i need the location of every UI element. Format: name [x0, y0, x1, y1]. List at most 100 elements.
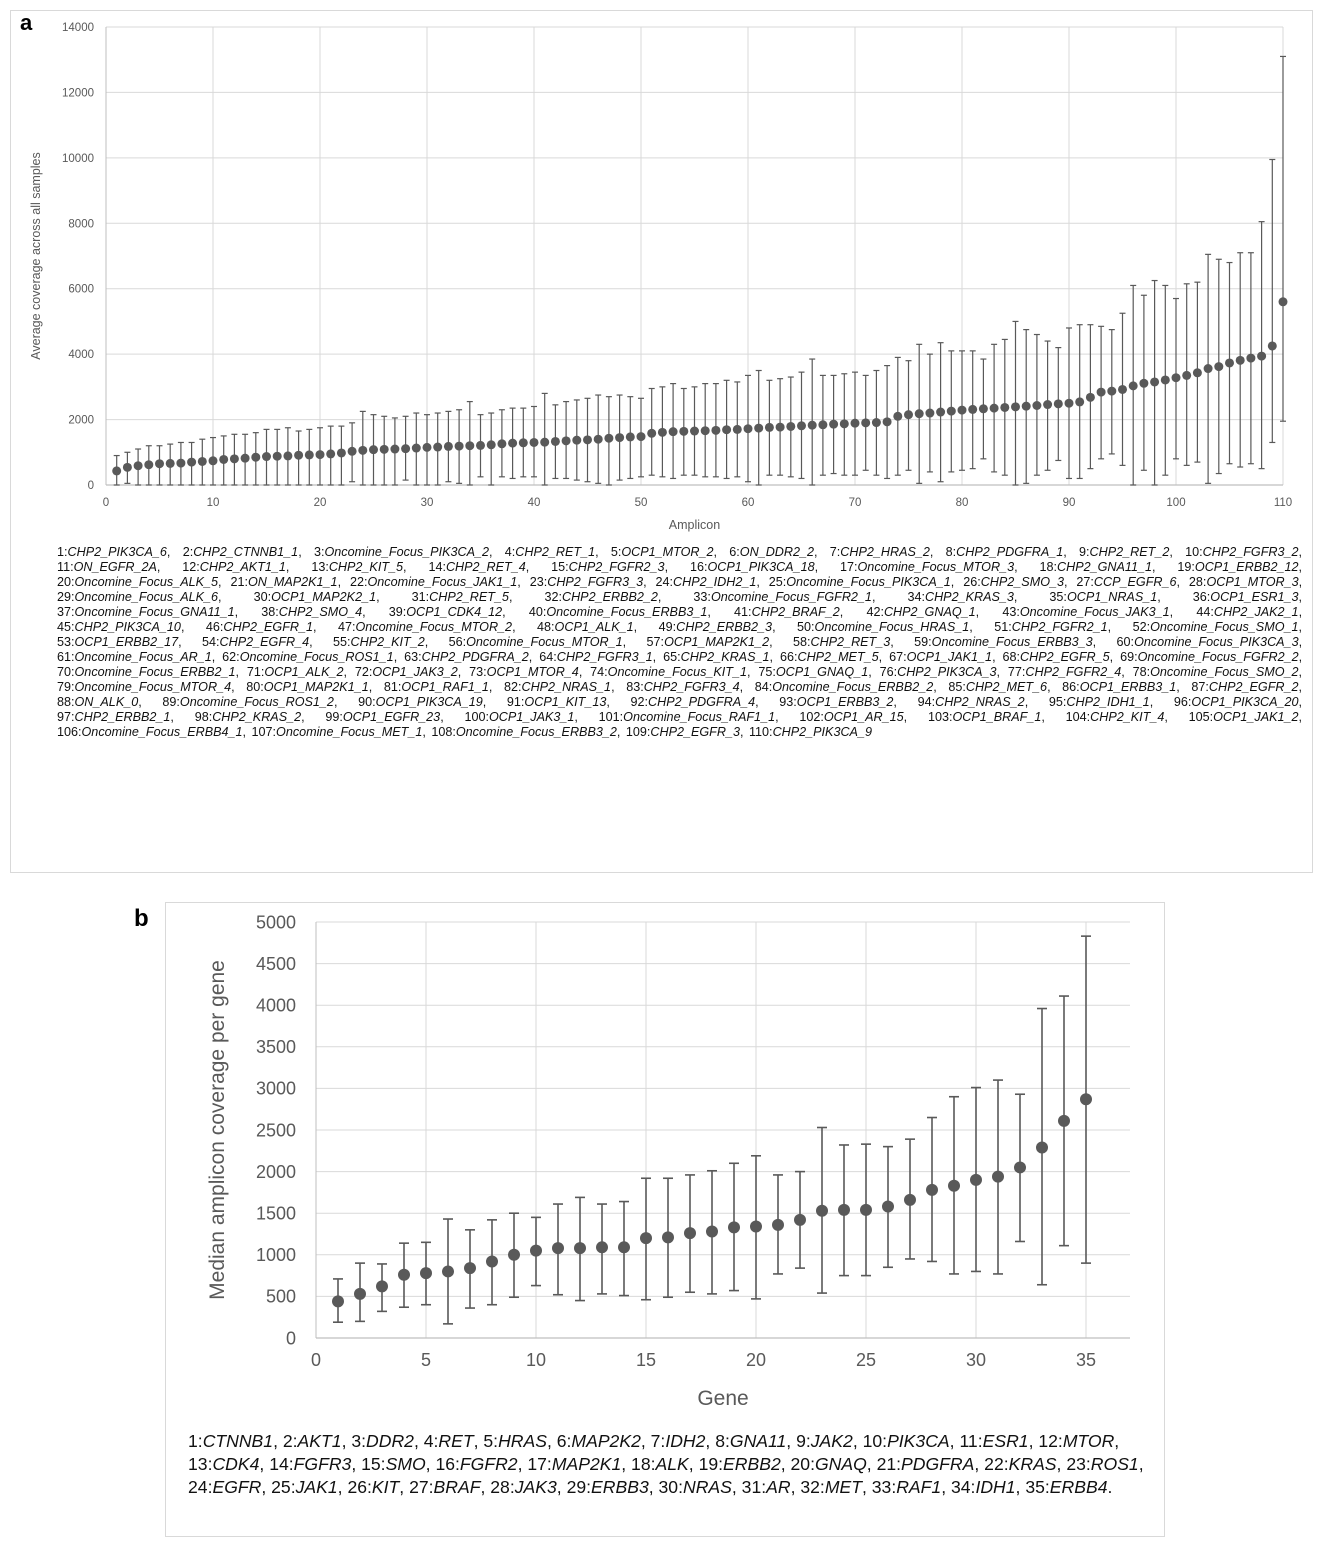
data-point	[347, 446, 357, 456]
data-point	[818, 420, 828, 430]
amplicon-legend-entry-number: 86:	[1062, 680, 1080, 694]
data-point	[1171, 373, 1181, 383]
data-point	[593, 434, 603, 444]
amplicon-legend-entry-number: 17:	[840, 560, 858, 574]
amplicon-legend-entry-name: CHP2_IDH1_1	[1066, 695, 1150, 709]
amplicon-legend-entry: 92:CHP2_PDGFRA_4	[631, 695, 756, 709]
amplicon-legend-entry-name: Oncomine_Focus_MET_1	[276, 725, 423, 739]
amplicon-legend-entry-number: 91:	[506, 695, 525, 709]
amplicon-legend-entry-name: OCP1_JAK3_1	[488, 710, 575, 724]
amplicon-legend-entry: 61:Oncomine_Focus_AR_1	[57, 650, 212, 664]
amplicon-legend-entry-name: OCP1_ERBB2_12	[1194, 560, 1299, 574]
amplicon-legend-entry-number: 61:	[57, 650, 75, 664]
amplicon-legend-entry-number: 77:	[1007, 665, 1026, 679]
y-tick-label: 1000	[256, 1245, 296, 1265]
amplicon-legend-entry-number: 68:	[1002, 650, 1021, 664]
data-point	[540, 437, 550, 447]
gene-legend-entry-number: 17:	[527, 1454, 552, 1474]
y-tick-label: 3500	[256, 1037, 296, 1057]
gene-legend-entry-number: 26:	[347, 1477, 372, 1497]
x-tick-label: 5	[421, 1350, 431, 1370]
y-tick-label: 10000	[62, 153, 94, 165]
data-point	[411, 443, 421, 453]
amplicon-legend-entry-number: 66:	[779, 650, 798, 664]
amplicon-legend-entry-name: Oncomine_Focus_ERBB4_1	[81, 725, 243, 739]
amplicon-legend-entry: 88:ON_ALK_0	[57, 695, 138, 709]
amplicon-legend-entry-number: 87:	[1191, 680, 1209, 694]
data-point	[1267, 341, 1277, 351]
data-point	[165, 458, 175, 468]
x-tick-label: 15	[636, 1350, 656, 1370]
amplicon-legend-entry-number: 30:	[253, 590, 272, 604]
amplicon-legend-entry-number: 27:	[1076, 575, 1094, 589]
amplicon-legend-entry-name: CHP2_FGFR3_3	[547, 575, 644, 589]
amplicon-legend-entry-name: CHP2_RET_2	[1089, 545, 1170, 559]
amplicon-legend-entry-number: 18:	[1039, 560, 1057, 574]
data-point	[625, 432, 635, 442]
amplicon-legend-entry-number: 50:	[797, 620, 815, 634]
amplicon-legend-entry: 27:CCP_EGFR_6	[1076, 575, 1176, 589]
data-point	[332, 1295, 344, 1308]
amplicon-legend-entry-name: CHP2_PDGFRA_4	[648, 695, 756, 709]
amplicon-legend-entry-number: 101:	[598, 710, 624, 724]
amplicon-legend-entry-name: Oncomine_Focus_RAF1_1	[623, 710, 776, 724]
data-point	[1032, 401, 1042, 411]
data-point	[989, 403, 999, 413]
gene-legend-entry-number: 6:	[556, 1431, 572, 1451]
amplicon-legend-entry: 15:CHP2_FGFR2_3	[551, 560, 664, 574]
gene-legend-entry-number: 24:	[188, 1477, 213, 1497]
gene-legend-entry-number: 14:	[269, 1454, 294, 1474]
amplicon-legend-entry-name: ON_DDR2_2	[739, 545, 814, 559]
data-point	[679, 426, 689, 436]
gene-legend-entry-number: 29:	[566, 1477, 592, 1497]
data-point	[336, 448, 346, 458]
amplicon-legend-entry: 81:OCP1_RAF1_1	[384, 680, 489, 694]
amplicon-legend-entry-number: 95:	[1048, 695, 1067, 709]
gene-legend-entry-number: 15:	[361, 1454, 386, 1474]
amplicon-legend-entry-name: Oncomine_Focus_ERBB3_2	[455, 725, 617, 739]
amplicon-legend-entry: 100:OCP1_JAK3_1	[464, 710, 574, 724]
amplicon-legend-entry-name: CCP_EGFR_6	[1093, 575, 1177, 589]
data-point	[497, 439, 507, 449]
gene-legend: 1:CTNNB1, 2:AKT1, 3:DDR2, 4:RET, 5:HRAS,…	[188, 1431, 1144, 1497]
x-tick-label: 10	[526, 1350, 546, 1370]
gene-legend-entry-name: HRAS	[498, 1431, 547, 1451]
amplicon-legend-entry: 16:OCP1_PIK3CA_18	[690, 560, 815, 574]
amplicon-legend-entry: 6:ON_DDR2_2	[729, 545, 814, 559]
amplicon-legend-entry-name: ON_MAP2K1_1	[247, 575, 338, 589]
amplicon-legend-entry-number: 85:	[948, 680, 966, 694]
amplicon-legend-entry: 84:Oncomine_Focus_ERBB2_2	[755, 680, 934, 694]
amplicon-legend-entry: 40:Oncomine_Focus_ERBB3_1	[529, 605, 708, 619]
gene-legend-entry: 4:RET	[424, 1431, 474, 1451]
gene-legend-entry: 33:RAF1	[872, 1477, 941, 1497]
data-point	[454, 441, 464, 451]
amplicon-legend-entry-name: OCP1_MAP2K1_2	[664, 635, 770, 649]
x-tick-label: 70	[849, 497, 862, 509]
amplicon-legend-entry-number: 88:	[57, 695, 75, 709]
x-tick-label: 0	[103, 497, 109, 509]
data-point	[946, 406, 956, 416]
amplicon-legend-entry-name: CHP2_MET_5	[797, 650, 879, 664]
amplicon-legend-entry: 75:OCP1_GNAQ_1	[758, 665, 868, 679]
amplicon-legend-entry: 76:CHP2_PIK3CA_3	[880, 665, 997, 679]
data-point	[829, 419, 839, 429]
x-tick-label: 40	[528, 497, 541, 509]
x-tick-label: 80	[956, 497, 969, 509]
data-point	[262, 452, 271, 462]
gene-legend-entry: 35:ERBB4	[1025, 1477, 1107, 1497]
gene-legend-entry-name: DDR2	[366, 1431, 414, 1451]
amplicon-legend-entry-name: CHP2_FGFR2_3	[568, 560, 665, 574]
amplicon-legend-entry-number: 31:	[411, 590, 430, 604]
amplicon-legend-entry-number: 63:	[404, 650, 422, 664]
amplicon-legend-entry-name: CHP2_IDH2_1	[673, 575, 757, 589]
data-point	[465, 441, 475, 451]
amplicon-legend-entry: 51:CHP2_FGFR2_1	[994, 620, 1107, 634]
data-point	[1257, 351, 1267, 361]
amplicon-legend-entry-name: CHP2_RET_3	[810, 635, 891, 649]
amplicon-legend-entry-name: CHP2_GNA11_1	[1057, 560, 1152, 574]
gene-legend-entry-number: 12:	[1038, 1431, 1063, 1451]
amplicon-legend-entry: 79:Oncomine_Focus_MTOR_4	[57, 680, 231, 694]
amplicon-legend-entry-name: CHP2_CTNNB1_1	[193, 545, 299, 559]
amplicon-legend-entry-number: 24:	[655, 575, 674, 589]
data-point	[112, 466, 122, 476]
